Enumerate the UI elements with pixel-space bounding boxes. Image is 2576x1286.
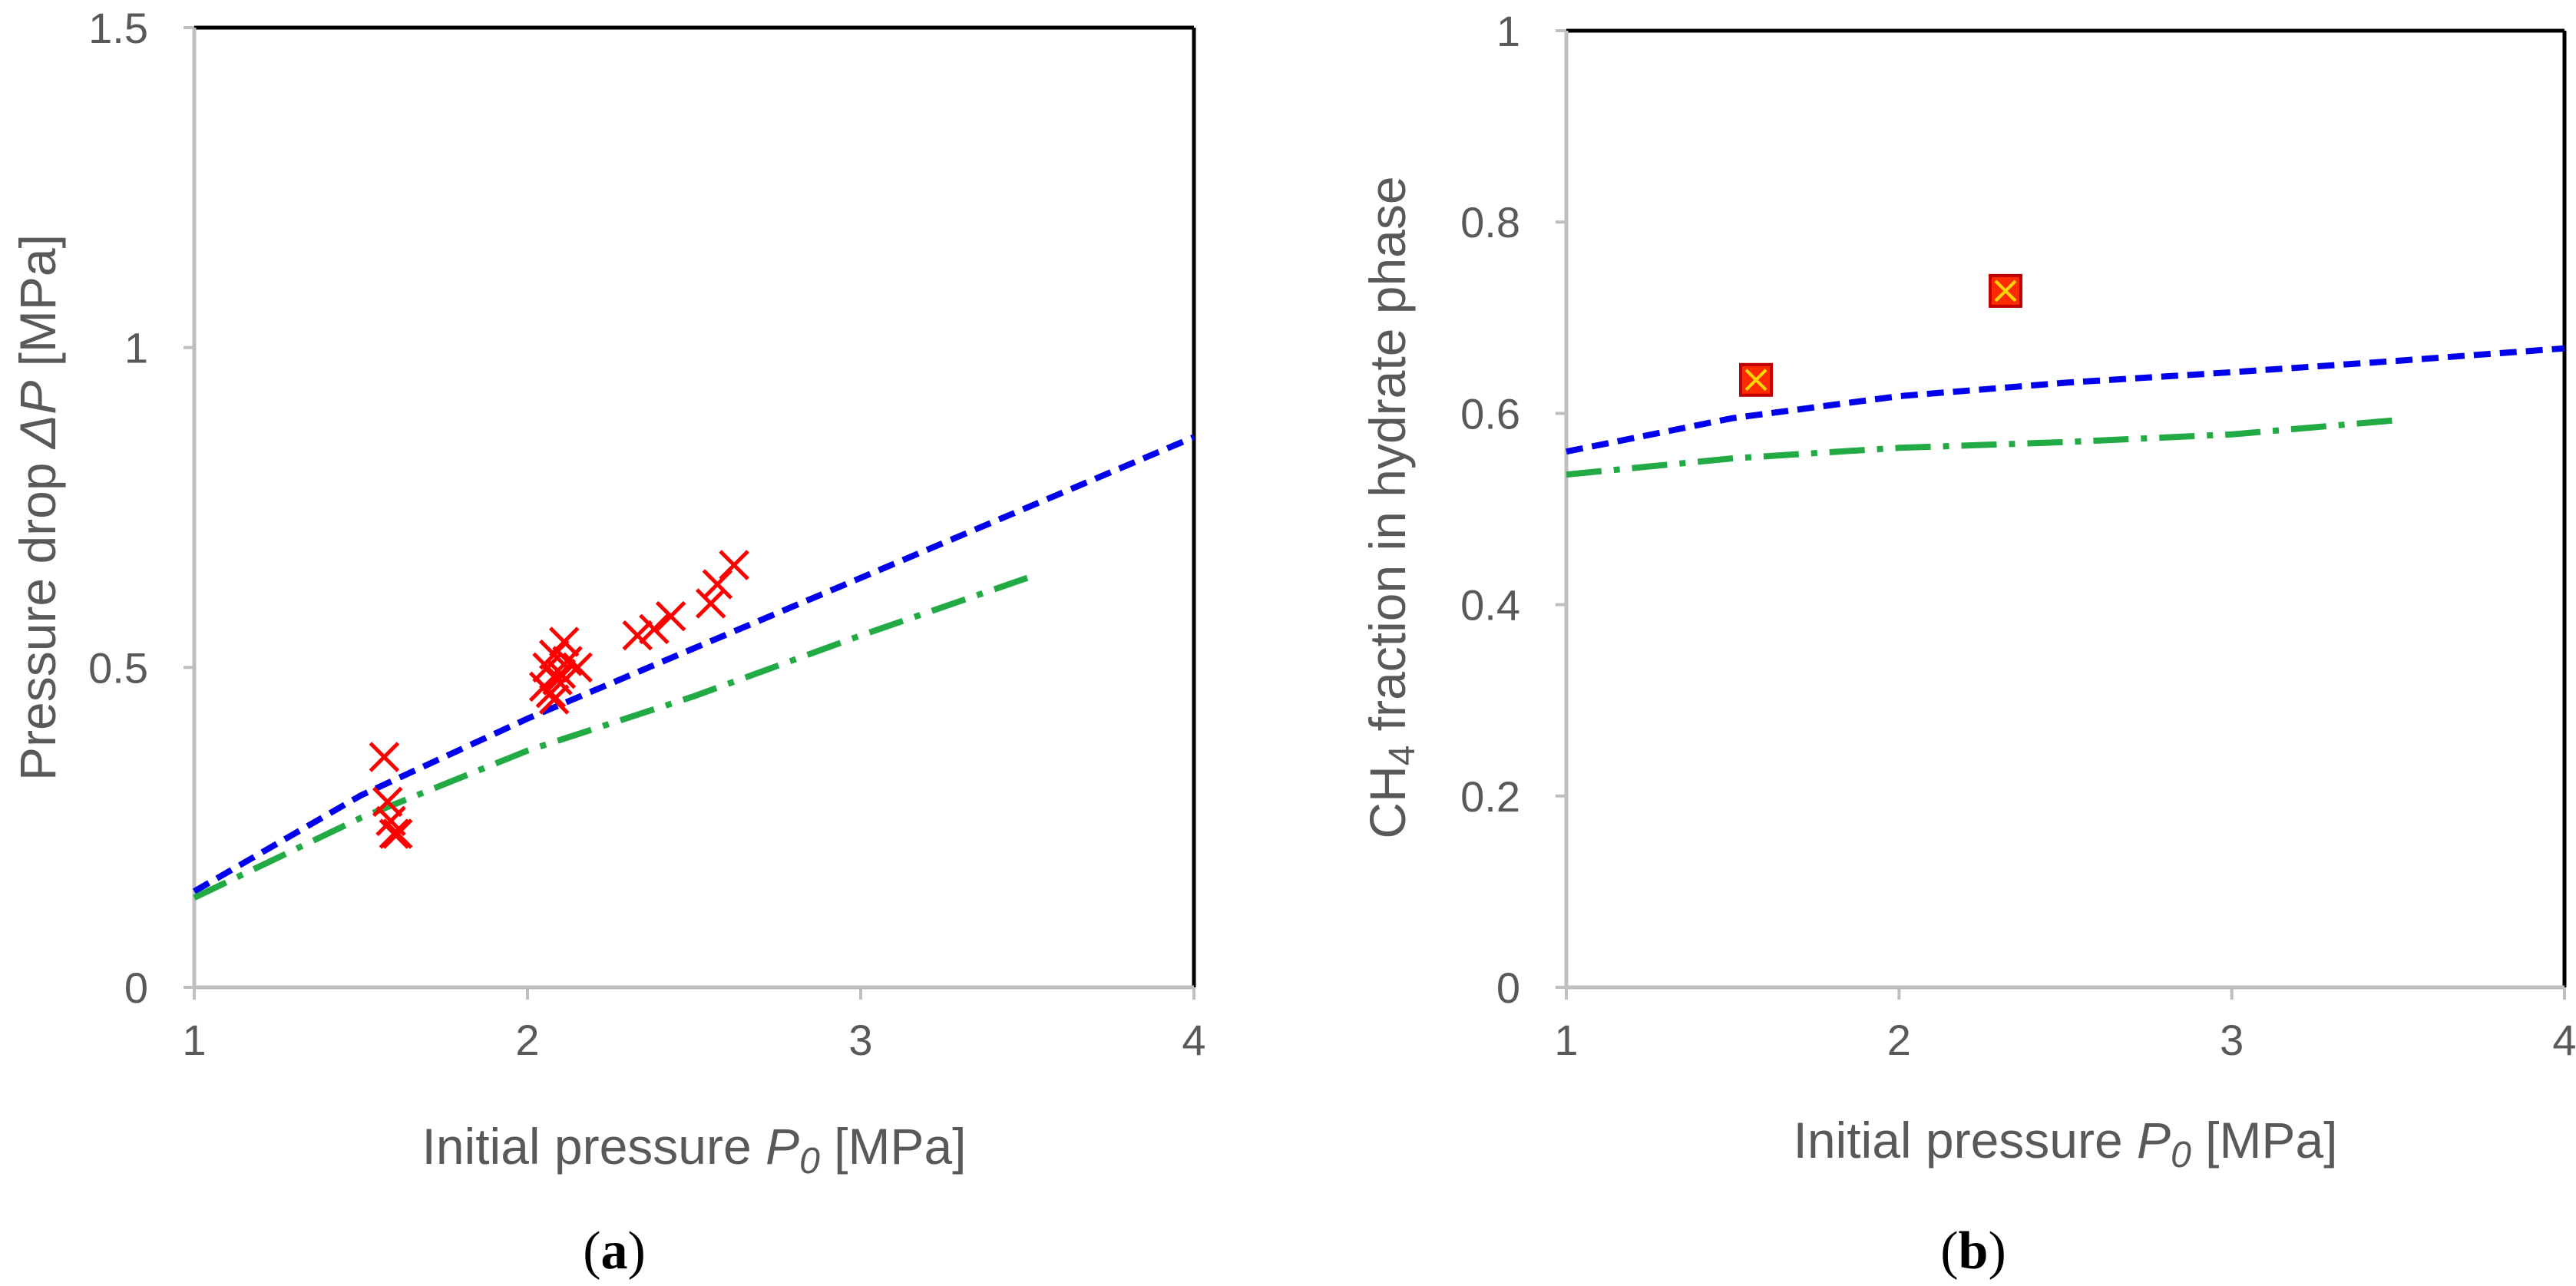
- panel-a-x-ticks: 1 2 3 4: [182, 987, 1206, 1064]
- series-model-dashed-blue: [1566, 345, 2565, 455]
- panel-a-markers: [369, 550, 749, 849]
- marker-stroke: [375, 805, 406, 837]
- panel-a-plot-area: [192, 25, 1196, 990]
- panel-b-markers: [1739, 273, 2022, 397]
- marker-stroke: [655, 600, 686, 632]
- marker-stroke: [538, 684, 570, 715]
- panel-a-caption: (a): [583, 1222, 646, 1281]
- data-point: [719, 550, 749, 580]
- y-tick-label: 1: [124, 324, 148, 372]
- y-tick-label: 0.5: [88, 643, 148, 692]
- data-point: [382, 818, 413, 849]
- panel-b-x-axis-label: Initial pressure P0 [MPa]: [1794, 1112, 2338, 1175]
- marker-stroke: [552, 646, 583, 676]
- panel-b-y-axis-label: CH4 fraction in hydrate phase: [1359, 176, 1423, 838]
- panel-b-plot-area: [1564, 28, 2567, 990]
- x-tick-label: 1: [1554, 1016, 1578, 1064]
- marker-stroke: [538, 639, 570, 670]
- series-model-dashed-blue: [193, 434, 1195, 894]
- marker-box: [1989, 273, 2022, 308]
- marker-stroke: [379, 818, 410, 849]
- data-point: [639, 613, 670, 645]
- series-model-dashdot-green: [1566, 417, 2399, 478]
- marker-stroke: [639, 613, 670, 645]
- panel-b-model-lines: [1566, 345, 2565, 478]
- data-point: [1739, 362, 1773, 397]
- y-tick-label: 0: [1496, 964, 1520, 1012]
- x-tick-label: 3: [2220, 1016, 2244, 1064]
- panel-a-y-ticks: 0 0.5 1 1.5: [88, 4, 194, 1012]
- y-tick-label: 0.2: [1460, 772, 1520, 821]
- panel-b-x-ticks: 1 2 3 4: [1554, 987, 2576, 1064]
- data-point: [562, 652, 593, 683]
- x-tick-label: 4: [1182, 1016, 1205, 1064]
- marker-stroke: [695, 588, 726, 619]
- marker-stroke: [382, 818, 413, 849]
- data-point: [622, 620, 653, 651]
- marker-stroke: [622, 620, 653, 651]
- x-tick-label: 2: [1887, 1016, 1911, 1064]
- x-tick-label: 3: [848, 1016, 872, 1064]
- panel-a-model-lines: [193, 434, 1195, 901]
- x-tick-label: 1: [182, 1016, 206, 1064]
- marker-stroke: [542, 665, 573, 696]
- y-tick-label: 0.4: [1460, 581, 1520, 630]
- data-point: [1989, 273, 2022, 308]
- marker-stroke: [719, 550, 749, 580]
- data-point: [695, 588, 726, 619]
- panel-b-y-ticks: 0 0.2 0.4 0.6 0.8 1: [1460, 7, 1566, 1012]
- marker-stroke: [369, 742, 400, 772]
- data-point: [548, 626, 580, 657]
- y-tick-label: 0.8: [1460, 198, 1520, 246]
- y-tick-label: 0.6: [1460, 389, 1520, 438]
- panel-b: 1 2 3 4 0 0.2 0.4 0.6 0.8 1 Initial pressure P0 …: [1359, 7, 2576, 1281]
- data-point: [655, 600, 686, 632]
- data-point: [379, 818, 410, 849]
- y-tick-label: 1.5: [88, 4, 148, 52]
- panel-a-y-axis-label: Pressure drop ΔP [MPa]: [9, 234, 66, 781]
- data-point: [369, 742, 400, 772]
- data-point: [542, 665, 573, 696]
- y-tick-label: 1: [1496, 7, 1520, 55]
- series-model-dashdot-green: [193, 574, 1029, 901]
- marker-stroke: [1744, 369, 1767, 392]
- panel-a-x-axis-label: Initial pressure P0 [MPa]: [422, 1118, 967, 1182]
- x-tick-label: 2: [515, 1016, 539, 1064]
- marker-stroke: [1994, 279, 2017, 302]
- panel-b-caption: (b): [1940, 1222, 2006, 1281]
- x-tick-label: 4: [2552, 1016, 2576, 1064]
- marker-stroke: [562, 652, 593, 683]
- y-tick-label: 0: [124, 964, 148, 1012]
